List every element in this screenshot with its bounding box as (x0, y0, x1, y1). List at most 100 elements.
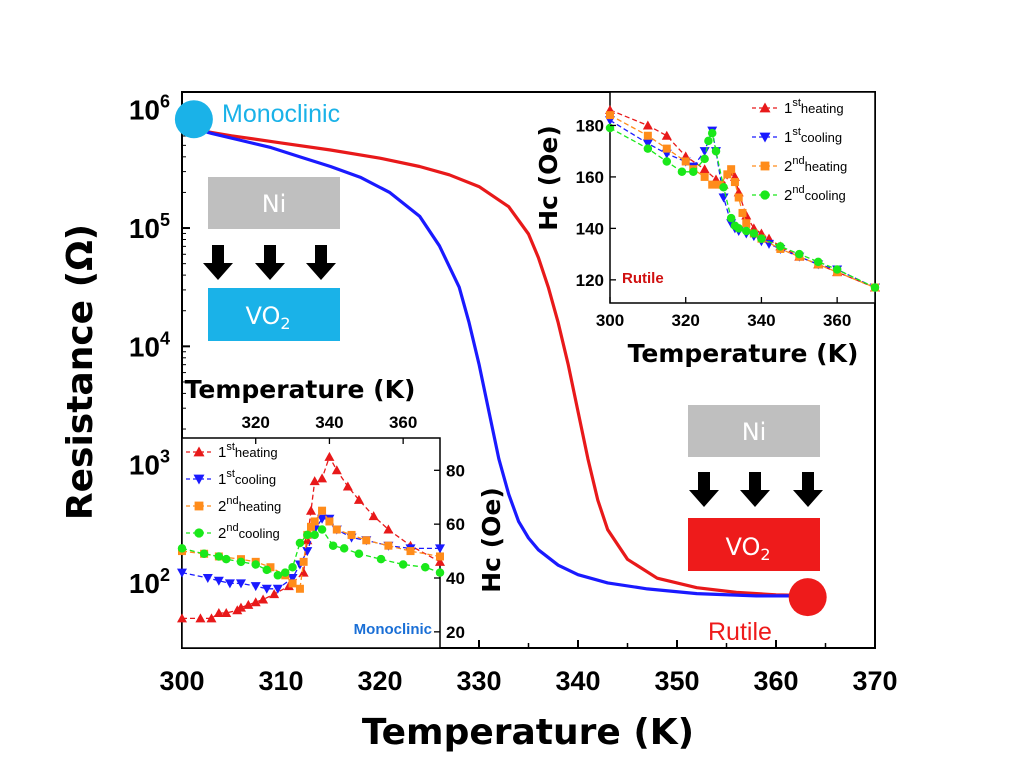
main-x-tick-label: 330 (456, 666, 501, 696)
inset-series-2nd-heating-point (295, 584, 304, 593)
inset-series-1st-cooling-point (261, 584, 272, 594)
inset-series-2nd-cooling-line (181, 528, 441, 577)
main-y-axis-title: Resistance (Ω) (60, 224, 101, 520)
inset-series-2nd-cooling-point (280, 568, 290, 577)
main-y-tick-label: 103 (129, 447, 170, 481)
main-x-tick-label: 310 (258, 666, 303, 696)
inset-series-2nd-cooling-point (376, 554, 386, 564)
main-x-tick-label: 360 (753, 666, 798, 696)
schematic-left: Ni VO2 (203, 177, 340, 341)
legend-marker (759, 132, 771, 143)
inset-series-2nd-cooling-point (199, 549, 209, 559)
inset-series-2nd-cooling-point (317, 525, 327, 534)
inset-series-1st-heating-point (383, 524, 394, 534)
inset-series-2nd-heating-point (384, 541, 393, 550)
inset-series-2nd-cooling-point (288, 562, 297, 572)
inset-y-tick-label: 20 (446, 623, 465, 642)
inset-series-1st-heating-point (331, 465, 342, 475)
inset-y-tick-label: 80 (446, 461, 465, 480)
inset-x-tick-label: 300 (596, 311, 624, 330)
inset-series-2nd-heating-point (723, 170, 732, 179)
inset-series-2nd-heating-point (299, 557, 308, 566)
inset-series-2nd-cooling-point (711, 146, 721, 156)
inset-series-2nd-heating-point (643, 131, 652, 140)
inset-series-1st-cooling-point (177, 568, 187, 578)
inset-series-2nd-cooling-point (236, 557, 246, 567)
ni-layer-label: Ni (742, 418, 767, 446)
legend-marker (193, 446, 205, 457)
inset-series-1st-cooling-point (224, 579, 235, 589)
legend-label: 1stcooling (218, 468, 276, 488)
inset-series-2nd-heating-point (310, 517, 319, 526)
inset-series-2nd-cooling-point (262, 565, 272, 575)
inset-series-1st-heating-point (243, 599, 254, 609)
inset-monoclinic: 320 340 360 20 40 60 80 Temperature (K) Hc (Oe… (177, 375, 506, 649)
inset-series-2nd-cooling-point (813, 257, 823, 267)
inset-series-2nd-cooling-point (662, 157, 672, 166)
inset-series-1st-heating-point (298, 567, 309, 577)
legend-marker (760, 161, 770, 171)
inset-series-2nd-cooling-point (273, 571, 283, 580)
inset-series-2nd-cooling-point (795, 249, 804, 259)
arrow-down-icon (203, 245, 233, 280)
inset-series-2nd-heating-point (606, 111, 614, 120)
inset-series-1st-heating-point (324, 451, 335, 461)
inset-series-2nd-heating-point (436, 552, 444, 561)
main-y-tick-label: 106 (129, 92, 170, 126)
inset-rutile-x-title: Temperature (K) (628, 339, 859, 368)
inset-monoclinic-series (177, 451, 445, 623)
inset-series-2nd-heating-point (347, 530, 356, 539)
main-y-tick-label: 104 (129, 328, 170, 362)
inset-rutile: 300 320 340 360 120 140 160 180 Temperature (K)… (534, 91, 880, 368)
inset-series-2nd-heating-point (715, 180, 724, 189)
inset-series-2nd-cooling-point (251, 560, 260, 569)
inset-series-2nd-cooling-point (310, 530, 319, 540)
inset-series-2nd-cooling-point (757, 234, 766, 243)
inset-series-1st-heating-point (235, 602, 246, 612)
inset-series-1st-cooling-point (250, 582, 261, 592)
legend-label: 2ndheating (784, 155, 847, 175)
legend-label: 2ndheating (218, 495, 281, 515)
inset-series-1st-cooling-point (642, 139, 653, 149)
inset-x-tick-label: 320 (672, 311, 700, 330)
inset-series-1st-cooling-point (287, 574, 298, 583)
inset-x-tick-label: 360 (823, 311, 851, 330)
inset-series-2nd-cooling-point (707, 128, 717, 138)
main-x-axis-title: Temperature (K) (362, 712, 694, 753)
inset-series-1st-cooling-point (302, 547, 313, 557)
inset-series-2nd-cooling-point (704, 136, 713, 146)
inset-series-1st-heating-point (195, 613, 206, 623)
inset-series-2nd-heating-point (662, 144, 671, 153)
inset-monoclinic-x-title: Temperature (K) (185, 375, 416, 404)
inset-series-1st-heating-point (368, 511, 379, 521)
inset-series-2nd-cooling-point (749, 229, 759, 238)
inset-series-1st-heating-point (317, 473, 328, 483)
inset-monoclinic-y-title: Hc (Oe) (477, 487, 506, 593)
inset-series-2nd-heating-point (288, 579, 297, 588)
inset-series-1st-cooling-point (213, 576, 224, 586)
arrow-down-icon (740, 472, 770, 507)
main-series-cooling-line (181, 123, 826, 598)
vo2-layer-box (688, 518, 820, 571)
inset-series-2nd-heating-point (681, 157, 690, 166)
inset-series-2nd-cooling-point (295, 538, 305, 548)
inset-series-1st-cooling-point (235, 579, 246, 589)
legend-marker (759, 102, 771, 113)
inset-series-2nd-heating-point (332, 525, 341, 534)
inset-x-tick-label: 340 (315, 413, 343, 432)
arrow-down-icon (689, 472, 719, 507)
inset-rutile-axes: 300 320 340 360 120 140 160 180 (576, 116, 852, 330)
legend-marker (194, 501, 204, 511)
inset-series-1st-cooling-point (202, 574, 213, 583)
inset-series-1st-heating-point (221, 608, 232, 617)
inset-rutile-y-title: Hc (Oe) (534, 125, 563, 231)
inset-series-2nd-cooling-point (354, 549, 364, 559)
inset-x-tick-label: 360 (389, 413, 417, 432)
legend-marker (193, 474, 205, 485)
main-x-tick-label: 350 (654, 666, 699, 696)
legend-label: 2ndcooling (784, 184, 846, 204)
inset-series-2nd-cooling-point (398, 560, 408, 569)
inset-rutile-phase-label: Rutile (622, 270, 664, 287)
inset-series-2nd-cooling-point (719, 182, 728, 192)
